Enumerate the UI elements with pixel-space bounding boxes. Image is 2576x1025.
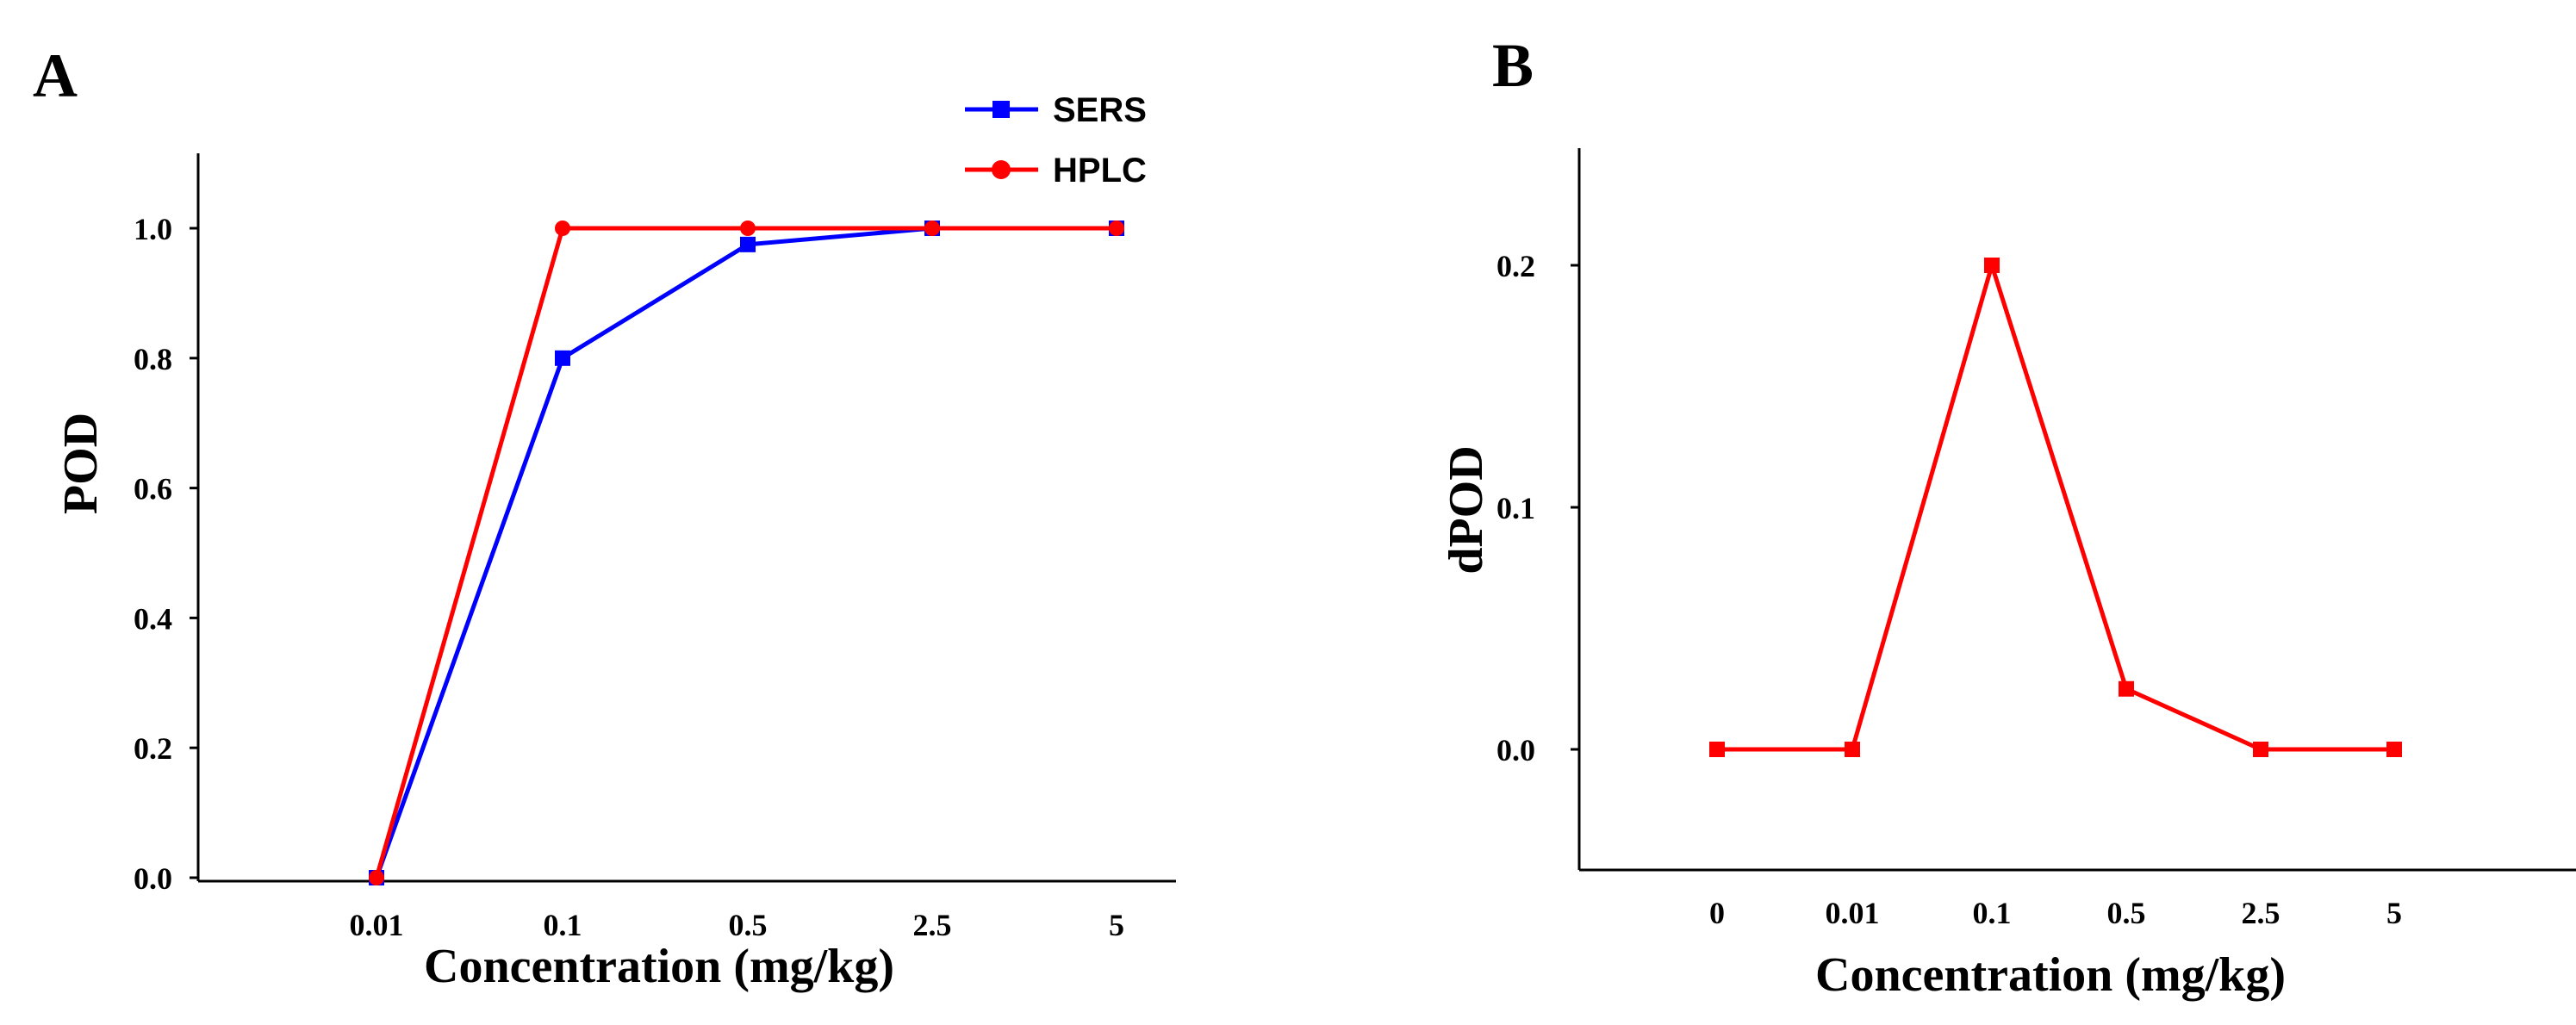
panel-b-x-tick-label: 0.1: [1973, 896, 2012, 930]
panel-a-x-tick-label: 0.5: [729, 908, 768, 942]
panel-a-x-tick-label: 5: [1109, 908, 1124, 942]
panel-b-y-ticks: 0.0 0.1 0.2: [1496, 249, 1579, 767]
panel-a-series-line-hplc: [374, 226, 1117, 879]
legend-hplc-marker: [992, 160, 1011, 179]
panel-b-x-tick-label: 2.5: [2242, 896, 2280, 930]
legend-sers-marker: [992, 101, 1010, 118]
panel-a-x-ticks: 0.01 0.1 0.5 2.5 5: [350, 908, 1125, 942]
panel-a-y-ticks: 0.0 0.2 0.4 0.6 0.8 1.0: [134, 212, 198, 896]
panel-a: A 0.0 0.2 0.4 0.6 0.8 1.0 0.01 0.1 0.5 2.5 5 Conc…: [33, 41, 1176, 993]
panel-a-data-point-sers: [555, 350, 570, 366]
panel-b-x-tick-label: 0: [1709, 896, 1725, 930]
panel-b-x-tick-label: 0.01: [1826, 896, 1880, 930]
panel-b-data-point-dpod: [2386, 742, 2402, 757]
panel-a-data-point-sers: [740, 236, 756, 252]
panel-a-y-tick-label: 0.4: [134, 601, 172, 636]
panel-a-data-point-hplc: [555, 221, 570, 236]
panel-a-y-tick-label: 0.8: [134, 342, 172, 376]
panel-a-y-axis-title: POD: [54, 413, 108, 514]
panel-a-x-axis-title: Concentration (mg/kg): [424, 940, 894, 993]
panel-a-label: A: [33, 41, 78, 110]
legend-sers-label: SERS: [1053, 91, 1147, 129]
panel-a-x-tick-label: 0.1: [544, 908, 582, 942]
panel-b-x-tick-label: 5: [2386, 896, 2402, 930]
panel-b-x-axis-title: Concentration (mg/kg): [1815, 948, 2286, 1002]
panel-a-x-tick-label: 0.01: [350, 908, 404, 942]
panel-b-data-point-dpod: [1709, 742, 1725, 757]
panel-a-data-point-hplc: [740, 221, 756, 236]
legend-hplc-label: HPLC: [1053, 152, 1147, 189]
panel-b-y-tick-label: 0.0: [1496, 733, 1535, 767]
panel-b-label: B: [1492, 31, 1534, 100]
panel-b: B 0.0 0.1 0.2 0 0.01 0.1 0.5 2.5 5 Concentratio…: [1440, 31, 2576, 1002]
panel-a-x-tick-label: 2.5: [913, 908, 952, 942]
panel-b-data-point-dpod: [2253, 742, 2268, 757]
panel-b-y-axis-title: dPOD: [1440, 445, 1493, 574]
panel-a-y-tick-label: 0.0: [134, 861, 172, 896]
panel-b-series-line-dpod: [1717, 263, 2394, 752]
panel-a-data-point-hplc: [924, 221, 940, 236]
panel-b-x-tick-label: 0.5: [2107, 896, 2146, 930]
panel-a-y-tick-label: 0.2: [134, 731, 172, 766]
panel-b-y-tick-label: 0.1: [1496, 491, 1535, 525]
panel-a-y-tick-label: 1.0: [134, 212, 172, 246]
panel-a-y-tick-label: 0.6: [134, 472, 172, 506]
panel-b-y-tick-label: 0.2: [1496, 249, 1535, 283]
panel-b-data-point-dpod: [1984, 258, 2000, 273]
panel-a-data-point-hplc: [369, 870, 384, 885]
panel-a-series-line-sers: [374, 226, 1117, 879]
panel-b-data-point-dpod: [2119, 680, 2134, 697]
panel-a-series: [369, 221, 1124, 885]
panel-b-data-point-dpod: [1845, 742, 1860, 757]
panel-a-data-point-hplc: [1109, 221, 1124, 236]
panel-a-legend: SERS HPLC: [965, 91, 1147, 189]
panel-b-x-ticks: 0 0.01 0.1 0.5 2.5 5: [1709, 896, 2402, 930]
panel-b-series: [1709, 258, 2402, 757]
